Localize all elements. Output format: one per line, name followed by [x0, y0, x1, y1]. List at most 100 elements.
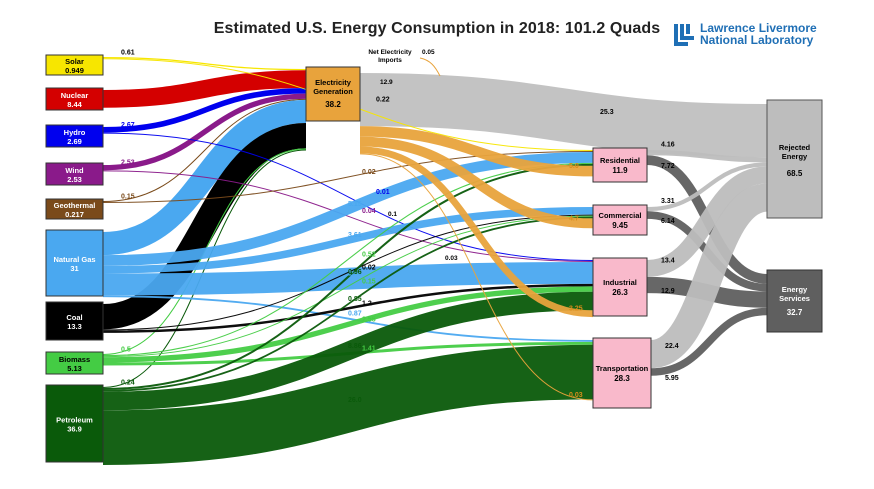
source-node-wind [45, 162, 104, 186]
flow-label-transportation-to-rejected: 22.4 [665, 343, 679, 350]
flow-gas-to-commercial [102, 206, 594, 274]
source-value-solar: 0.949 [65, 66, 84, 75]
flow-petroleum-to-transportation [102, 344, 594, 466]
flow-label-commercial-to-services: 6.14 [661, 218, 675, 225]
flow-nuclear-to-electricity [102, 70, 307, 108]
sector-name-commercial: Commercial [599, 211, 642, 220]
flow-label-petroleum-to-residential: 0.96 [348, 269, 362, 276]
electricity-generation-node [305, 66, 361, 122]
flow-label-coal-to-electricity: 12.1 [121, 309, 135, 316]
electricity-name-1: Electricity [315, 78, 352, 87]
flow-transportation-to-services [650, 307, 768, 376]
sector-value-transportation: 28.3 [614, 374, 630, 383]
net-imports-line [419, 57, 441, 77]
flow-label-solar-to-electricity: 0.61 [121, 50, 135, 57]
sector-name-transportation: Transportation [596, 364, 649, 373]
source-name-biomass: Biomass [59, 355, 90, 364]
sector-node-residential [592, 147, 648, 183]
flow-solar-to-electricity [102, 57, 307, 71]
flow-coal-to-commercial [102, 214, 594, 331]
flow-commercial-to-rejected [646, 162, 768, 212]
source-value-wind: 2.53 [67, 175, 82, 184]
flow-label-electricity-to-rejected: 25.3 [600, 109, 614, 116]
flow-label-hydro-to-industrial: 0.01 [376, 189, 390, 196]
rejected-name-2: Energy [782, 152, 808, 161]
rejected-value: 68.5 [787, 169, 803, 178]
source-node-hydro [45, 124, 104, 148]
flow-wind-to-electricity [102, 93, 307, 171]
net-imports-label-2: Imports [378, 57, 402, 64]
flow-label-petroleum-to-industrial: 8.86 [348, 343, 362, 350]
source-name-wind: Wind [65, 166, 84, 175]
flow-electricity-to-residential [359, 126, 594, 177]
flow-electricity-to-rejected [359, 73, 768, 158]
flow-label-transportation-to-services: 5.95 [665, 375, 679, 382]
flow-label-petroleum-to-transportation: 26.0 [348, 397, 362, 404]
flow-wind-to-industrial [102, 170, 594, 262]
flow-label-biomass-to-residential: 0.52 [362, 251, 376, 258]
source-value-coal: 13.3 [67, 322, 82, 331]
flow-hydro-to-industrial [102, 132, 594, 261]
source-value-gas: 31 [70, 264, 78, 273]
flow-geothermal-to-electricity [102, 98, 307, 202]
flow-residential-to-rejected [646, 150, 768, 163]
rejected-energy-node [766, 99, 823, 219]
source-name-gas: Natural Gas [53, 255, 95, 264]
flow-label-residential-to-services: 7.72 [661, 163, 675, 170]
flow-label-wind-to-electricity: 2.53 [121, 160, 135, 167]
flow-label-geothermal-to-electricity: 0.15 [121, 194, 135, 201]
sector-name-residential: Residential [600, 156, 640, 165]
flow-biomass-to-residential [102, 162, 594, 357]
source-node-gas [45, 229, 104, 297]
flow-label-electricity-to-industrial: 3.25 [569, 306, 583, 313]
flow-label-industrial-to-services: 12.9 [661, 288, 675, 295]
flow-label-wind-to-industrial: 0.04 [362, 208, 376, 215]
flow-transportation-to-rejected [648, 183, 770, 369]
electricity-name-2: Generation [313, 87, 353, 96]
source-name-petroleum: Petroleum [56, 416, 93, 425]
sector-value-commercial: 9.45 [612, 221, 628, 230]
flow-label-industrial-to-rejected: 13.4 [661, 257, 675, 264]
flow-label-geothermal-to-residential: 0.02 [362, 169, 376, 176]
net-imports-value: 0.05 [422, 49, 435, 56]
page-title: Estimated U.S. Energy Consumption in 201… [213, 20, 661, 37]
electricity-value: 38.2 [325, 100, 341, 109]
sector-value-industrial: 26.3 [612, 288, 628, 297]
flow-label-gas-to-transportation: 0.87 [348, 311, 362, 318]
source-node-biomass [45, 351, 104, 375]
flow-label-electricity-to-residential: 5.0 [569, 163, 579, 170]
flow-industrial-to-rejected [646, 166, 768, 277]
source-value-petroleum: 36.9 [67, 425, 82, 434]
source-node-geothermal [45, 198, 104, 220]
flow-label-hydro-to-electricity: 2.67 [121, 122, 135, 129]
source-node-petroleum [45, 384, 104, 463]
flow-electricity-to-industrial [359, 146, 594, 318]
services-name-1: Energy [782, 285, 808, 294]
flow-label-commercial-to-rejected: 3.31 [661, 198, 675, 205]
flow-label-electricity-to-transportation: 0.03 [569, 392, 583, 399]
source-node-coal [45, 301, 104, 341]
source-node-solar [45, 54, 104, 76]
flow-label-biomass-to-industrial: 2.55 [362, 316, 376, 323]
flow-petroleum-to-industrial [102, 291, 594, 411]
logo-line-2: National Laboratory [700, 33, 814, 47]
source-name-hydro: Hydro [64, 128, 86, 137]
flow-petroleum-to-residential [102, 163, 594, 391]
energy-services-node [766, 269, 823, 333]
flow-label-biomass-to-commercial: 0.15 [362, 278, 376, 285]
source-value-biomass: 5.13 [67, 364, 82, 373]
flow-gas-to-transportation [102, 295, 594, 342]
sector-node-commercial [592, 204, 648, 236]
flow-coal-to-electricity [102, 123, 307, 330]
rejected-name-1: Rejected [779, 143, 811, 152]
logo-line-1: Lawrence Livermore [700, 21, 817, 35]
flow-petroleum-to-commercial [102, 216, 594, 392]
source-name-coal: Coal [66, 313, 82, 322]
source-node-nuclear [45, 87, 104, 111]
flow-label-petroleum-to-commercial: 0.85 [348, 296, 362, 303]
services-name-2: Services [779, 294, 810, 303]
source-name-nuclear: Nuclear [61, 91, 89, 100]
llnl-logo: Lawrence Livermore National Laboratory [674, 22, 864, 50]
source-value-hydro: 2.69 [67, 137, 82, 146]
